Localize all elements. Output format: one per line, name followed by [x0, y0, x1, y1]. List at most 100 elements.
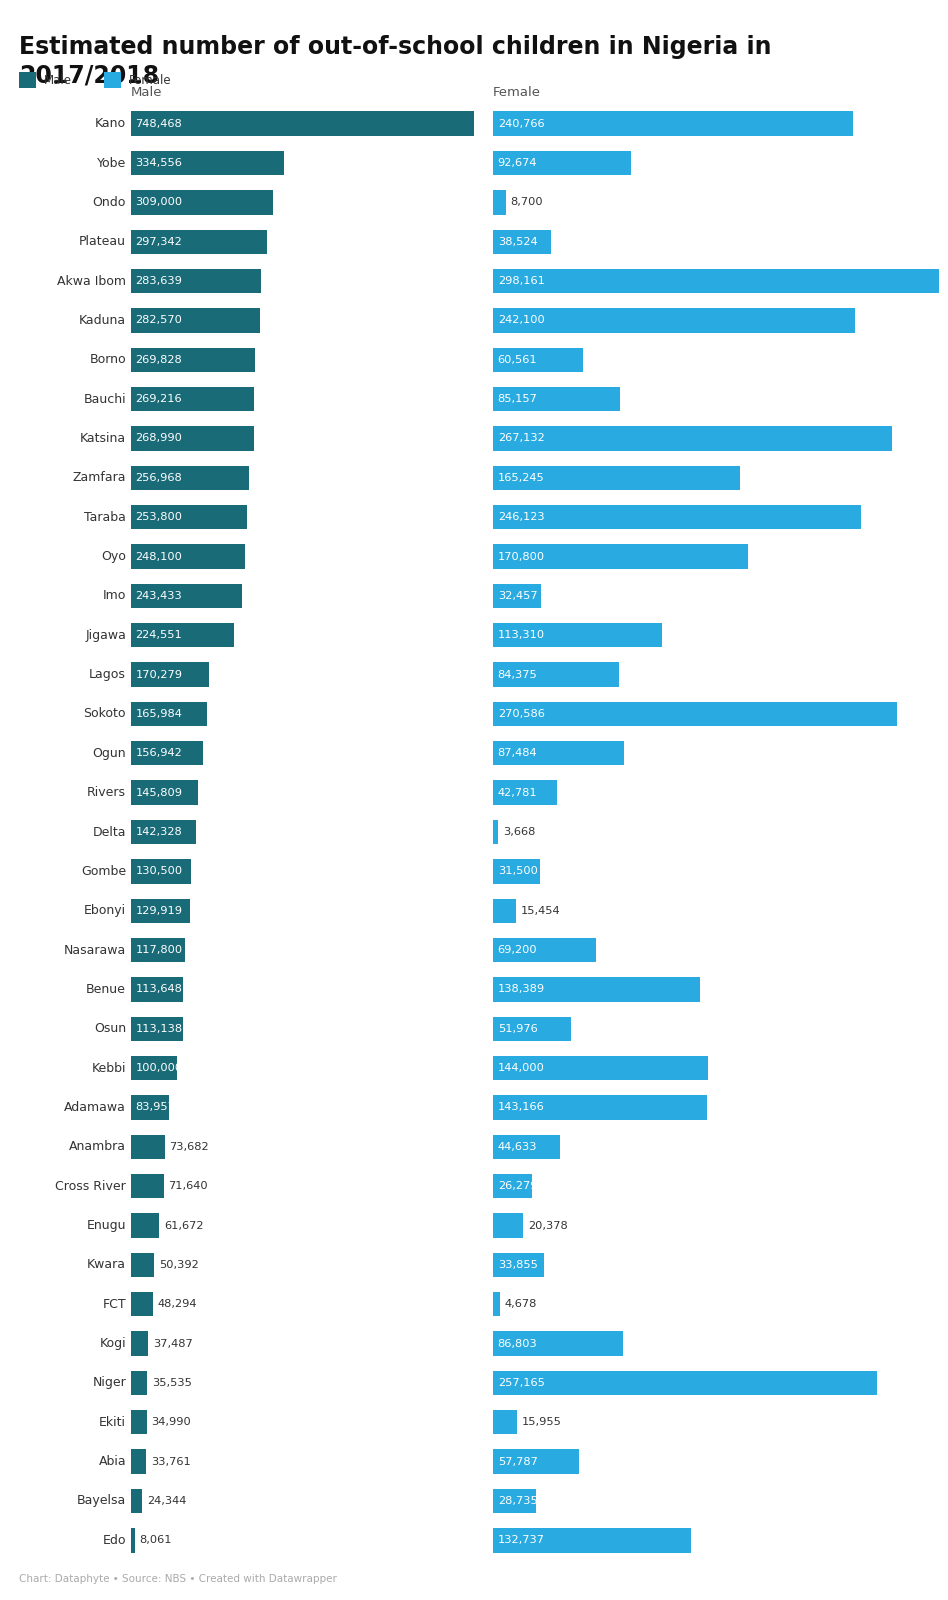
- Text: 156,942: 156,942: [136, 749, 182, 758]
- Text: 269,828: 269,828: [136, 355, 182, 365]
- Text: 71,640: 71,640: [169, 1181, 208, 1190]
- Text: 298,161: 298,161: [498, 277, 544, 286]
- Bar: [493, 741, 624, 765]
- Text: 257,165: 257,165: [498, 1378, 544, 1387]
- Text: 33,761: 33,761: [151, 1456, 191, 1467]
- Bar: [493, 1450, 579, 1474]
- Bar: [493, 1253, 543, 1277]
- Text: Benue: Benue: [86, 982, 126, 995]
- Text: Yobe: Yobe: [97, 157, 126, 170]
- Text: 132,737: 132,737: [498, 1536, 545, 1546]
- Text: Kogi: Kogi: [100, 1338, 126, 1350]
- Bar: [131, 781, 198, 805]
- Bar: [493, 781, 556, 805]
- Text: FCT: FCT: [102, 1298, 126, 1310]
- Bar: [131, 1528, 135, 1552]
- Text: Anambra: Anambra: [69, 1141, 126, 1154]
- Text: Oyo: Oyo: [101, 550, 126, 563]
- Text: Ebonyi: Ebonyi: [84, 904, 126, 917]
- Text: 267,132: 267,132: [498, 434, 544, 443]
- Text: 92,674: 92,674: [498, 158, 538, 168]
- Text: 143,166: 143,166: [498, 1102, 544, 1112]
- Bar: [131, 1174, 164, 1198]
- Text: Male: Male: [44, 74, 72, 86]
- Bar: [493, 269, 939, 293]
- Text: 33,855: 33,855: [498, 1259, 538, 1270]
- Bar: [131, 819, 196, 845]
- Text: Female: Female: [129, 74, 172, 86]
- Text: 240,766: 240,766: [498, 118, 544, 128]
- Text: Male: Male: [131, 86, 162, 99]
- Text: 170,800: 170,800: [498, 552, 545, 562]
- Bar: [131, 387, 254, 411]
- Bar: [493, 506, 861, 530]
- Bar: [493, 309, 855, 333]
- Text: Nasarawa: Nasarawa: [64, 944, 126, 957]
- Bar: [131, 1134, 165, 1158]
- Text: 165,984: 165,984: [136, 709, 182, 718]
- Text: 117,800: 117,800: [136, 946, 183, 955]
- Bar: [493, 938, 596, 962]
- Text: 48,294: 48,294: [157, 1299, 197, 1309]
- Text: 309,000: 309,000: [136, 197, 183, 208]
- Bar: [493, 1528, 691, 1552]
- Bar: [131, 662, 209, 686]
- Bar: [493, 1096, 707, 1120]
- Bar: [131, 938, 185, 962]
- Bar: [493, 1488, 536, 1514]
- Text: Ogun: Ogun: [93, 747, 126, 760]
- Text: 243,433: 243,433: [136, 590, 182, 602]
- Bar: [493, 1371, 877, 1395]
- Text: 748,468: 748,468: [136, 118, 182, 128]
- Bar: [493, 819, 499, 845]
- Bar: [493, 387, 620, 411]
- Text: 4,678: 4,678: [504, 1299, 538, 1309]
- Bar: [131, 1213, 159, 1238]
- Bar: [131, 112, 474, 136]
- Bar: [493, 347, 583, 371]
- Text: Akwa Ibom: Akwa Ibom: [57, 275, 126, 288]
- Text: 24,344: 24,344: [147, 1496, 186, 1506]
- Bar: [131, 978, 183, 1002]
- Bar: [493, 229, 551, 254]
- Bar: [131, 190, 272, 214]
- Bar: [131, 899, 191, 923]
- Bar: [493, 859, 540, 883]
- Text: 31,500: 31,500: [498, 866, 538, 877]
- Text: 3,668: 3,668: [503, 827, 536, 837]
- Bar: [131, 1016, 183, 1042]
- Bar: [493, 1174, 532, 1198]
- Bar: [131, 1331, 148, 1355]
- Text: 170,279: 170,279: [136, 669, 183, 680]
- Text: 15,955: 15,955: [521, 1418, 561, 1427]
- Bar: [493, 466, 739, 490]
- Text: Adamawa: Adamawa: [64, 1101, 126, 1114]
- Text: 73,682: 73,682: [170, 1142, 209, 1152]
- Text: 130,500: 130,500: [136, 866, 183, 877]
- Bar: [131, 702, 207, 726]
- Text: Estimated number of out-of-school children in Nigeria in
2017/2018: Estimated number of out-of-school childr…: [19, 35, 772, 88]
- Text: 20,378: 20,378: [528, 1221, 568, 1230]
- Text: Plateau: Plateau: [79, 235, 126, 248]
- Bar: [131, 544, 245, 568]
- Bar: [131, 859, 191, 883]
- Text: Taraba: Taraba: [84, 510, 126, 523]
- Bar: [131, 1056, 176, 1080]
- Bar: [131, 584, 243, 608]
- Text: 165,245: 165,245: [498, 474, 544, 483]
- Bar: [493, 584, 541, 608]
- Text: 224,551: 224,551: [136, 630, 182, 640]
- Text: 8,061: 8,061: [139, 1536, 172, 1546]
- Text: 138,389: 138,389: [498, 984, 545, 995]
- Text: Zamfara: Zamfara: [73, 472, 126, 485]
- Bar: [131, 229, 267, 254]
- Bar: [131, 506, 247, 530]
- Text: Kwara: Kwara: [87, 1258, 126, 1272]
- Bar: [131, 1096, 170, 1120]
- Bar: [493, 622, 663, 648]
- Text: 35,535: 35,535: [152, 1378, 191, 1387]
- Text: 256,968: 256,968: [136, 474, 182, 483]
- Text: Chart: Dataphyte • Source: NBS • Created with Datawrapper: Chart: Dataphyte • Source: NBS • Created…: [19, 1574, 337, 1584]
- Text: 57,787: 57,787: [498, 1456, 538, 1467]
- Text: Enugu: Enugu: [86, 1219, 126, 1232]
